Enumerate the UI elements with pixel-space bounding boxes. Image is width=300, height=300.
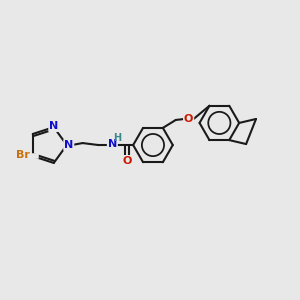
Text: N: N <box>108 139 117 149</box>
Text: H: H <box>113 133 122 143</box>
Text: Br: Br <box>16 150 30 160</box>
Text: O: O <box>122 156 132 166</box>
Text: O: O <box>184 114 193 124</box>
Text: N: N <box>64 140 74 150</box>
Text: N: N <box>49 121 58 131</box>
